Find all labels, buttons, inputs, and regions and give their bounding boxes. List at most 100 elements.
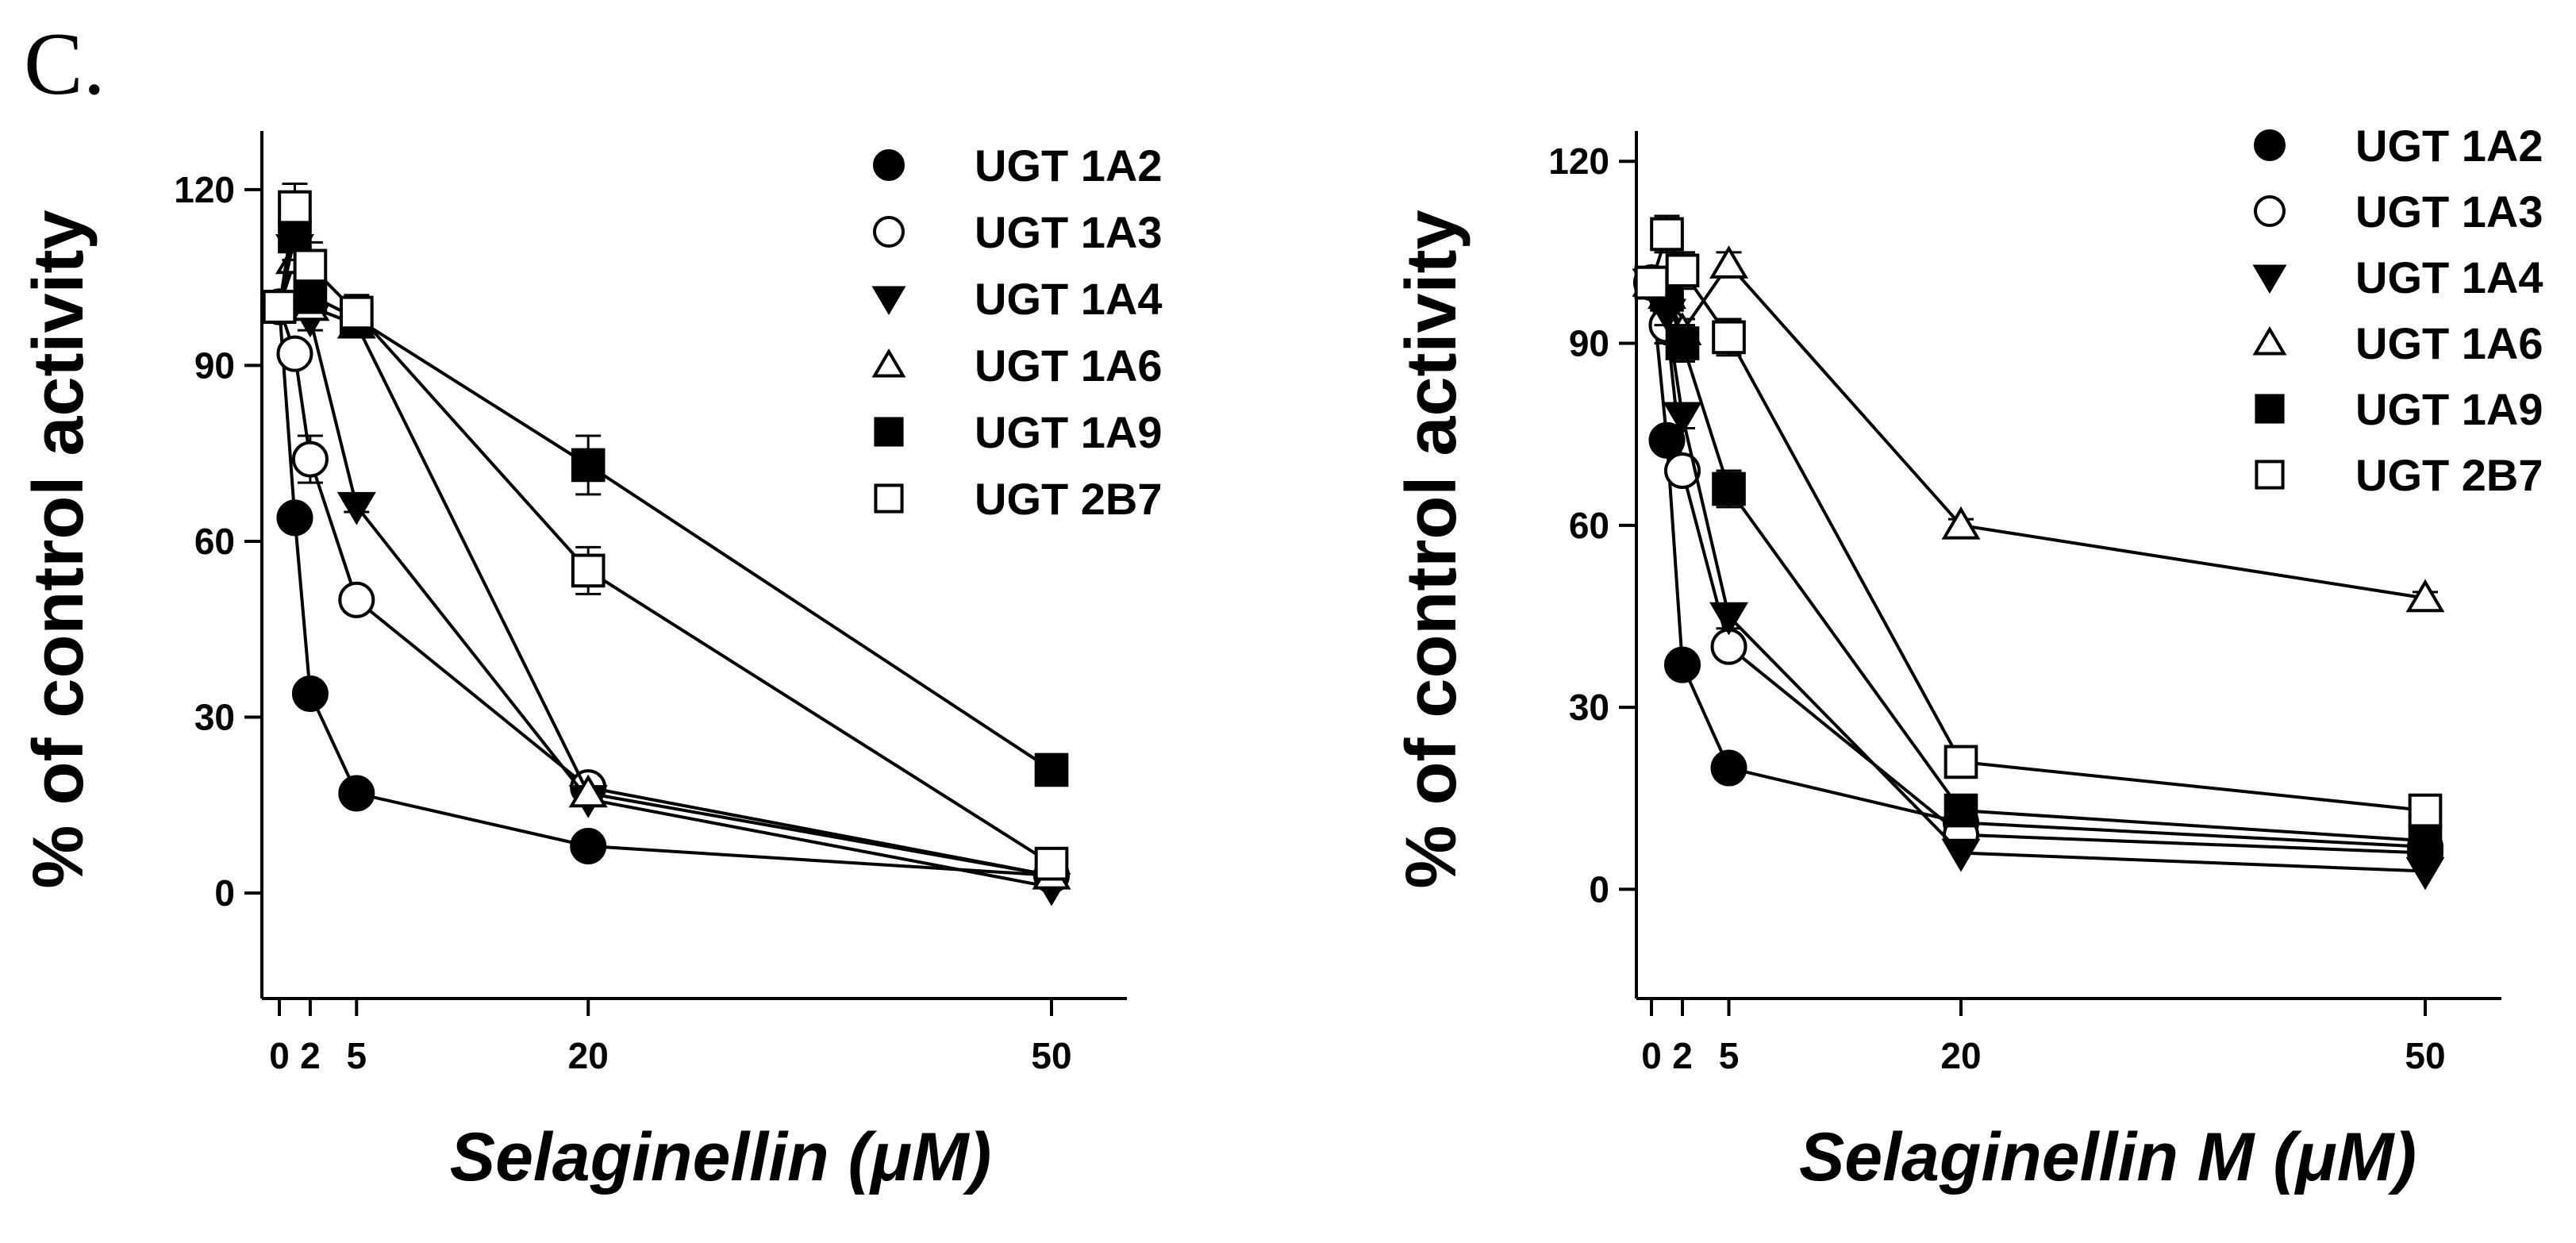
data-point — [2405, 856, 2445, 891]
y-axis-label: % of control activity — [1392, 210, 1471, 888]
y-tick-label: 90 — [1569, 323, 1609, 364]
x-tick-label: 5 — [1719, 1035, 1740, 1076]
legend-marker — [874, 483, 904, 514]
series-line — [278, 236, 1053, 772]
legend-marker — [874, 417, 904, 447]
data-point — [1034, 846, 1069, 881]
y-tick-label: 60 — [194, 521, 235, 562]
x-tick-label: 20 — [1940, 1035, 1981, 1076]
legend-label: UGT 1A2 — [2355, 121, 2543, 171]
series-line — [278, 206, 1053, 865]
data-point — [1944, 745, 1978, 779]
data-point — [1648, 421, 1686, 459]
x-axis-label: Selaginellin M (μM) — [1799, 1119, 2416, 1195]
data-point — [1709, 602, 1748, 636]
y-tick-label: 0 — [214, 872, 235, 914]
legend-label: UGT 2B7 — [975, 474, 1163, 524]
data-point — [339, 295, 374, 330]
x-tick-label: 50 — [2405, 1035, 2445, 1076]
data-point — [2408, 823, 2443, 858]
legend-marker — [2252, 264, 2287, 294]
data-point — [1665, 253, 1700, 288]
data-point — [1944, 793, 1978, 828]
series-line — [278, 306, 1052, 877]
data-point — [570, 827, 607, 864]
data-point — [278, 190, 312, 225]
legend: UGT 1A2 UGT 1A3 UGT 1A4 UGT 1A6 UGT 1A9 UGT 2… — [871, 140, 1163, 524]
data-point — [571, 553, 606, 588]
y-tick-label: 60 — [1569, 505, 1609, 546]
legend-label: UGT 1A3 — [975, 207, 1163, 257]
data-point — [2408, 793, 2443, 828]
y-axis-label: % of control activity — [19, 210, 98, 888]
data-point — [276, 499, 313, 537]
series-line — [1650, 282, 2426, 873]
legend-marker — [2254, 129, 2286, 161]
data-point — [1663, 402, 1702, 436]
data-point — [2405, 579, 2445, 613]
series-line — [1650, 261, 2426, 600]
series-line — [1650, 229, 2426, 813]
legend-label: UGT 2B7 — [2355, 450, 2543, 500]
data-point — [338, 775, 375, 812]
series-line — [1650, 282, 2426, 849]
legend-label: UGT 1A4 — [2355, 252, 2543, 302]
data-point — [1710, 749, 1747, 787]
y-tick-label: 90 — [194, 344, 235, 386]
data-point — [291, 441, 329, 478]
series-ugt-2b7 — [262, 182, 1069, 881]
data-point — [1941, 838, 1981, 872]
data-point — [276, 335, 313, 372]
legend: UGT 1A2 UGT 1A3 UGT 1A4 UGT 1A6 UGT 1A9 UGT 2… — [2252, 121, 2543, 500]
legend-label: UGT 1A2 — [975, 140, 1163, 190]
legend-marker — [2255, 394, 2285, 424]
series-ugt-1a2 — [1633, 264, 2443, 865]
x-tick-label: 5 — [347, 1035, 367, 1076]
legend-label: UGT 1A3 — [2355, 187, 2543, 237]
data-point — [1712, 471, 1746, 506]
data-point — [568, 774, 608, 808]
legend-marker — [2255, 460, 2285, 490]
legend-marker — [871, 348, 906, 378]
legend-marker — [873, 216, 905, 248]
y-tick-label: 120 — [1548, 140, 1609, 182]
data-point — [1665, 326, 1700, 360]
legend-label: UGT 1A6 — [975, 341, 1163, 391]
series-ugt-1a3 — [1633, 264, 2443, 872]
legend-label: UGT 1A9 — [975, 407, 1163, 457]
data-point — [1941, 506, 1981, 540]
legend-label: UGT 1A6 — [2355, 318, 2543, 368]
data-point — [1664, 452, 1701, 490]
y-tick-label: 30 — [1569, 687, 1609, 728]
data-point — [293, 248, 328, 283]
x-tick-label: 2 — [300, 1035, 321, 1076]
x-tick-label: 20 — [568, 1035, 609, 1076]
legend-marker — [2252, 325, 2287, 356]
legend-label: UGT 1A9 — [2355, 384, 2543, 434]
data-point — [1664, 646, 1701, 683]
data-point — [1650, 217, 1684, 252]
legend-label: UGT 1A4 — [975, 274, 1163, 324]
x-axis-label: Selaginellin (μM) — [450, 1119, 992, 1195]
data-point — [1634, 265, 1669, 300]
data-point — [1034, 752, 1069, 787]
legend-marker — [873, 149, 905, 181]
x-tick-label: 0 — [1641, 1035, 1662, 1076]
data-point — [1709, 245, 1748, 279]
legend-marker — [871, 286, 906, 316]
x-tick-label: 50 — [1031, 1035, 1071, 1076]
x-tick-label: 0 — [269, 1035, 290, 1076]
panel-label: C. — [24, 15, 106, 114]
series-ugt-2b7 — [1634, 214, 2443, 828]
series-line — [1650, 281, 2426, 843]
y-tick-label: 0 — [1589, 868, 1609, 910]
x-tick-label: 2 — [1672, 1035, 1693, 1076]
data-point — [262, 290, 297, 324]
data-point — [291, 675, 329, 712]
data-point — [338, 581, 375, 618]
series-ugt-1a4 — [1632, 268, 2445, 891]
y-tick-label: 120 — [174, 169, 235, 210]
series-line — [1650, 282, 2426, 855]
